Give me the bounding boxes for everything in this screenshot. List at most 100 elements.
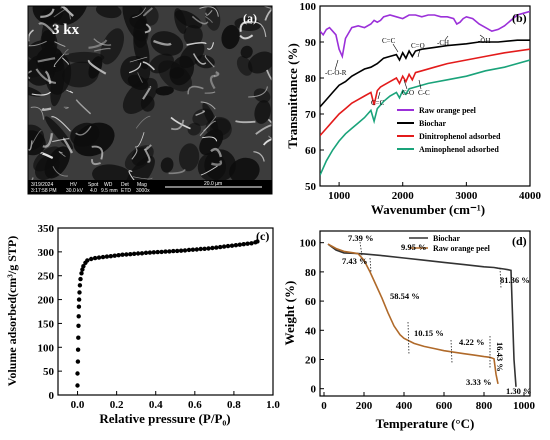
tga-panel: 0 200 400 600 800 1000 0 20 40 60 80 100 (d) Weight…	[282, 230, 536, 431]
sem-flake-edge	[187, 85, 204, 95]
sem-flake-edge	[62, 137, 74, 154]
ftir-legend: Raw orange peel Biochar Dinitrophenol ad…	[397, 106, 501, 154]
tga-annotation-58-54: 58.54 %	[390, 291, 420, 301]
ftir-ytick-label: 100	[300, 1, 317, 13]
tga-ytick-label: 40	[305, 325, 317, 337]
isotherm-ytick-label: 300	[38, 247, 55, 259]
isotherm-point	[120, 252, 125, 257]
isotherm-point	[78, 276, 83, 282]
sem-flake-edge	[61, 57, 69, 65]
sem-flake-edge	[31, 91, 51, 96]
isotherm-xtick-label: 0.0	[71, 399, 85, 411]
sem-flake-edge	[209, 74, 216, 90]
sem-flake-edge	[213, 71, 220, 78]
sem-flake-edge	[199, 120, 217, 137]
isotherm-xtick-label: 1.0	[266, 399, 280, 411]
sem-flake-edge	[75, 125, 92, 136]
isotherm-panel: 0.0 0.2 0.4 0.6 0.8 1.0050100150200250300350 …	[5, 223, 280, 426]
sem-flake-edge	[170, 119, 185, 131]
isotherm-point	[132, 251, 137, 256]
tga-annotation-9-95: 9.95 %	[401, 242, 427, 252]
ftir-xtick-label: 3000	[455, 190, 478, 202]
panel-label-d: (d)	[512, 234, 527, 248]
sem-flake-edge	[31, 130, 42, 145]
ftir-ylabel: Transmittance (%)	[285, 43, 300, 149]
sem-flake-edge	[202, 136, 218, 142]
sem-flake-edge	[28, 140, 33, 151]
sem-flake-edge	[41, 107, 52, 111]
tga-plot-frame	[319, 230, 531, 397]
sem-mag-value: 3000x	[136, 188, 150, 194]
sem-flake-edge	[206, 42, 215, 50]
sem-flake-edge	[64, 48, 69, 55]
isotherm-ytick-label: 150	[38, 318, 55, 330]
ftir-annotation-cc-top: C=C	[382, 37, 396, 45]
ftir-annotation-cc-low: C=C	[371, 99, 385, 107]
isotherm-point	[75, 347, 81, 352]
tga-annotation-4-22: 4.22 %	[459, 337, 485, 347]
sem-flake-edge	[53, 53, 65, 68]
isotherm-point	[128, 252, 133, 257]
sem-flake-edge	[239, 34, 254, 40]
ftir-annotation-cc-right: C-C	[418, 89, 430, 97]
sem-det-header: Det	[121, 182, 129, 188]
isotherm-point	[75, 383, 80, 388]
ftir-plot-frame	[319, 5, 531, 187]
sem-flake-edge	[42, 133, 54, 148]
tga-line-raw-peel	[327, 243, 499, 385]
sem-det-value: ETD	[121, 188, 131, 194]
isotherm-point	[202, 246, 207, 251]
tga-xtick-label: 600	[436, 400, 453, 412]
sem-hv-header: HV	[70, 182, 78, 188]
ftir-ytick-label: 70	[305, 109, 317, 121]
sem-flake-edge	[186, 41, 207, 46]
sem-flake-edge	[91, 145, 104, 160]
isotherm-point	[77, 283, 83, 288]
isotherm-point	[76, 297, 82, 302]
sem-flake-edge	[191, 15, 209, 25]
tga-ytick-label: 60	[305, 296, 317, 308]
ftir-line-dinitrophenol	[320, 48, 530, 137]
tga-xtick-label: 800	[476, 400, 493, 412]
sem-mag-header: Mag	[137, 182, 147, 188]
isotherm-point	[76, 335, 81, 340]
sem-pore	[174, 8, 187, 34]
isotherm-point	[155, 249, 160, 255]
sem-pore	[254, 100, 271, 124]
isotherm-point	[229, 243, 235, 248]
legend-label-biochar: Biochar	[419, 119, 447, 128]
sem-flake-edge	[52, 166, 68, 177]
isotherm-point	[75, 371, 80, 376]
isotherm-point	[77, 290, 82, 295]
sem-flake-edge	[200, 101, 216, 110]
sem-flake-edge	[268, 135, 272, 139]
sem-pore	[236, 56, 253, 76]
sem-panel: 3 kx (a) 3/19/2024 3:17:58 PM HV 30.0 kV…	[27, 5, 273, 195]
sem-flake-edge	[253, 151, 265, 162]
isotherm-point	[221, 244, 227, 249]
ftir-annotation-ch: -CH	[437, 39, 449, 47]
isotherm-point	[198, 246, 203, 252]
tga-xtick-label: 1000	[513, 400, 536, 412]
sem-pore	[70, 122, 100, 147]
sem-flake-edge	[132, 176, 153, 180]
isotherm-point	[241, 242, 246, 247]
sem-flake-edge	[250, 21, 267, 37]
isotherm-point	[171, 248, 176, 254]
isotherm-point	[79, 271, 84, 276]
sem-flake-edge	[63, 106, 69, 109]
tga-ylabel: Weight (%)	[282, 281, 297, 346]
sem-pore	[253, 88, 271, 103]
ftir-xtick-label: 4000	[519, 190, 542, 202]
sem-pore	[197, 152, 227, 182]
sem-pore	[122, 77, 158, 114]
isotherm-point	[75, 359, 81, 364]
ftir-xtick-label: 1000	[328, 190, 351, 202]
isotherm-ytick-label: 200	[38, 295, 55, 307]
sem-flake-edge	[204, 15, 213, 23]
ftir-annotation-oh: -OH	[478, 37, 490, 45]
sem-flake-edge	[211, 160, 223, 166]
tga-annotation-16-43: 16.43 %	[495, 342, 505, 372]
isotherm-point	[175, 248, 180, 254]
